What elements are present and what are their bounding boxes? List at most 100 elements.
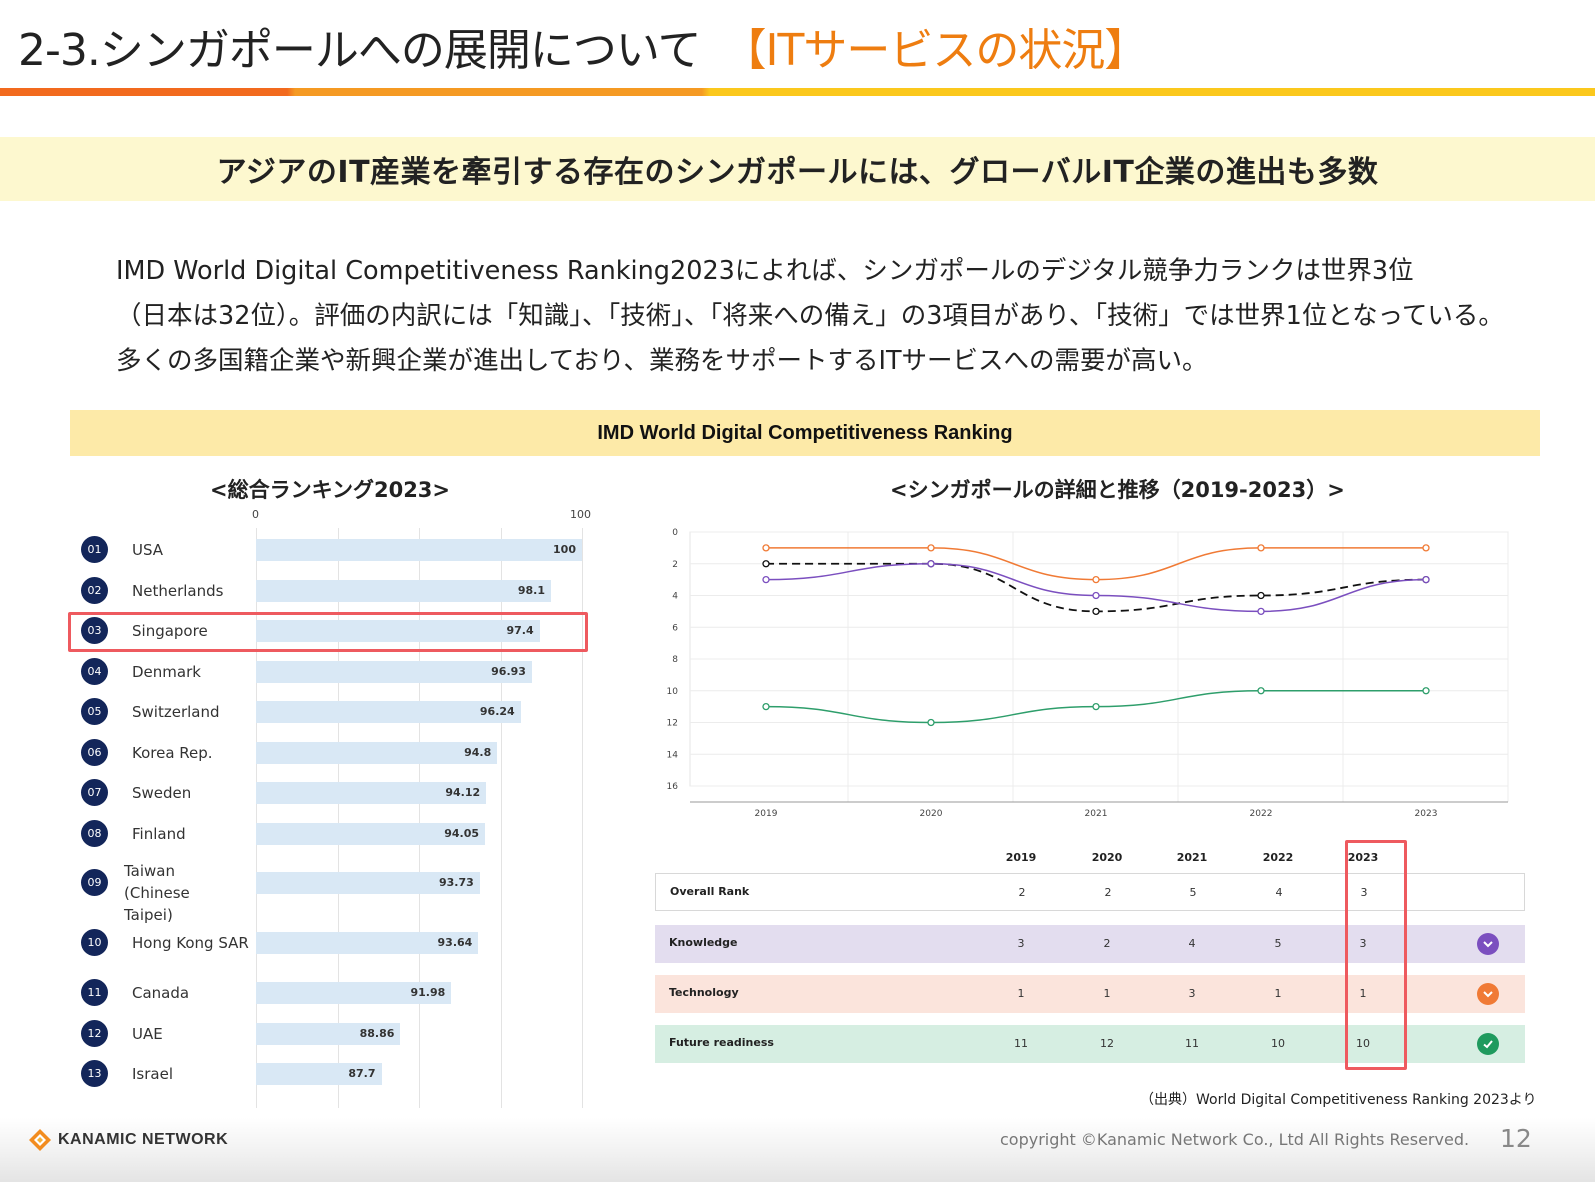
ranking-row: 11 Canada 91.98 — [70, 976, 610, 1010]
series-point — [762, 575, 770, 584]
bar-value-label: 96.24 — [479, 705, 515, 718]
ranking-row: 09 Taiwan (Chinese Taipei) 93.73 — [70, 862, 610, 924]
table-column-header: 2023 — [1347, 851, 1379, 864]
y-tick-label: 2 — [672, 560, 678, 570]
summary-line: IMD World Digital Competitiveness Rankin… — [116, 256, 1414, 286]
series-point — [1422, 687, 1430, 695]
check-icon — [1477, 1033, 1499, 1055]
row-label: Future readiness — [669, 1036, 774, 1049]
series-point — [1257, 607, 1265, 616]
chevron-down-icon — [1477, 983, 1499, 1005]
series-point — [1422, 544, 1430, 552]
ranking-bar: 96.93 — [256, 661, 532, 683]
grid-line — [500, 528, 502, 1108]
page-title-accent: 【ITサービスの状況】 — [722, 25, 1149, 76]
table-cell: 1 — [1103, 987, 1111, 1000]
table-column-header: 2020 — [1091, 851, 1123, 864]
bar-value-label: 98.1 — [517, 584, 546, 597]
country-name: UAE — [132, 1025, 163, 1043]
rank-badge: 05 — [81, 698, 108, 725]
ranking-bar: 94.8 — [256, 742, 498, 764]
table-cell: 1 — [1274, 987, 1282, 1000]
rank-badge: 13 — [81, 1060, 108, 1087]
country-name: Singapore — [132, 622, 208, 640]
bar-value-label: 88.86 — [359, 1027, 395, 1040]
ranking-bar: 93.64 — [256, 932, 479, 954]
ranking-bar: 97.4 — [256, 620, 540, 642]
country-name: Finland — [132, 825, 186, 843]
x-tick-label: 2022 — [1250, 809, 1273, 819]
ranking-bar: 93.73 — [256, 872, 480, 894]
series-point — [927, 718, 935, 727]
x-tick-label: 2021 — [1085, 809, 1108, 819]
ranking-row: 03 Singapore 97.4 — [70, 614, 610, 648]
rank-badge: 11 — [81, 979, 108, 1006]
copyright-text: copyright ©Kanamic Network Co., Ltd All … — [1000, 1130, 1470, 1149]
table-cell: 5 — [1189, 886, 1197, 899]
bar-value-label: 97.4 — [506, 624, 534, 637]
bar-value-label: 93.64 — [437, 936, 473, 949]
table-cell: 3 — [1017, 937, 1025, 950]
summary-paragraph: IMD World Digital Competitiveness Rankin… — [116, 249, 1536, 384]
rank-badge: 06 — [81, 739, 108, 766]
footer — [0, 1118, 1595, 1182]
ranking-bar: 96.24 — [256, 701, 521, 723]
rank-badge: 02 — [81, 577, 108, 604]
source-note: （出典）World Digital Competitiveness Rankin… — [1140, 1092, 1537, 1108]
series-point — [1092, 591, 1100, 600]
table-cell: 2 — [1103, 937, 1111, 950]
ranking-row: 06 Korea Rep. 94.8 — [70, 736, 610, 770]
table-cell: 3 — [1188, 987, 1196, 1000]
rank-badge: 03 — [81, 617, 108, 644]
ranking-row: 01 USA 100 — [70, 533, 610, 567]
country-name: Canada — [132, 984, 190, 1002]
bar-value-label: 93.73 — [439, 876, 474, 889]
row-label: Overall Rank — [670, 885, 750, 898]
country-name: Denmark — [132, 663, 201, 681]
ranking-bar: 100 — [256, 539, 582, 561]
series-point — [1092, 607, 1100, 616]
axis-label-max: 100 — [570, 508, 591, 521]
y-tick-label: 8 — [672, 655, 678, 665]
y-tick-label: 0 — [672, 528, 678, 538]
page-number: 12 — [1500, 1124, 1532, 1153]
table-cell: 2 — [1018, 886, 1026, 899]
ranking-row: 13 Israel 87.7 — [70, 1057, 610, 1091]
country-name: Israel — [132, 1065, 173, 1083]
table-cell: 11 — [1185, 1037, 1199, 1050]
rank-badge: 12 — [81, 1020, 108, 1047]
bar-value-label: 96.93 — [491, 665, 526, 678]
country-name: Switzerland — [132, 703, 220, 721]
series-point — [1257, 687, 1265, 695]
series-point — [1257, 544, 1265, 552]
summary-line: （日本は32位）。評価の内訳には「知識」、「技術」、「将来への備え」の3項目があ… — [116, 301, 1504, 331]
table-cell: 12 — [1100, 1037, 1114, 1050]
ranking-row: 05 Switzerland 96.24 — [70, 695, 610, 729]
ranking-bar: 94.12 — [256, 782, 487, 804]
table-row: Overall Rank 2 2 5 4 3 — [655, 873, 1525, 911]
singapore-trend-title: <シンガポールの詳細と推移（2019-2023）> — [890, 478, 1345, 502]
company-logo: KANAMIC NETWORK — [28, 1128, 228, 1152]
overall-ranking-title: <総合ランキング2023> — [210, 478, 451, 502]
grid-line — [256, 528, 257, 1108]
table-row: Technology 1 1 3 1 1 — [655, 975, 1525, 1013]
country-name: Netherlands — [132, 582, 224, 600]
table-cell: 3 — [1360, 886, 1368, 899]
ranking-section-header: IMD World Digital Competitiveness Rankin… — [70, 410, 1540, 456]
table-cell: 5 — [1274, 937, 1282, 950]
ranking-row: 02 Netherlands 98.1 — [70, 574, 610, 608]
ranking-section-title: IMD World Digital Competitiveness Rankin… — [597, 421, 1013, 444]
y-tick-label: 16 — [667, 782, 679, 792]
x-tick-label: 2020 — [920, 809, 943, 819]
singapore-trend-chart: 0 2 4 6 8 10 12 14 16 2019 2020 2021 2022 2023 — [667, 528, 1509, 819]
chevron-down-icon — [1477, 933, 1499, 955]
rank-badge: 10 — [81, 929, 108, 956]
headline-banner: アジアのIT産業を牽引する存在のシンガポールには、グローバルIT企業の進出も多数 — [0, 137, 1595, 201]
table-cell: 3 — [1359, 937, 1367, 950]
table-column-header: 2019 — [1005, 851, 1037, 864]
series-point — [927, 560, 935, 568]
table-cell: 2 — [1104, 886, 1112, 899]
ranking-row: 08 Finland 94.05 — [70, 817, 610, 851]
column-2023-highlight-box — [1345, 840, 1407, 1070]
bar-value-label: 94.12 — [445, 786, 481, 799]
